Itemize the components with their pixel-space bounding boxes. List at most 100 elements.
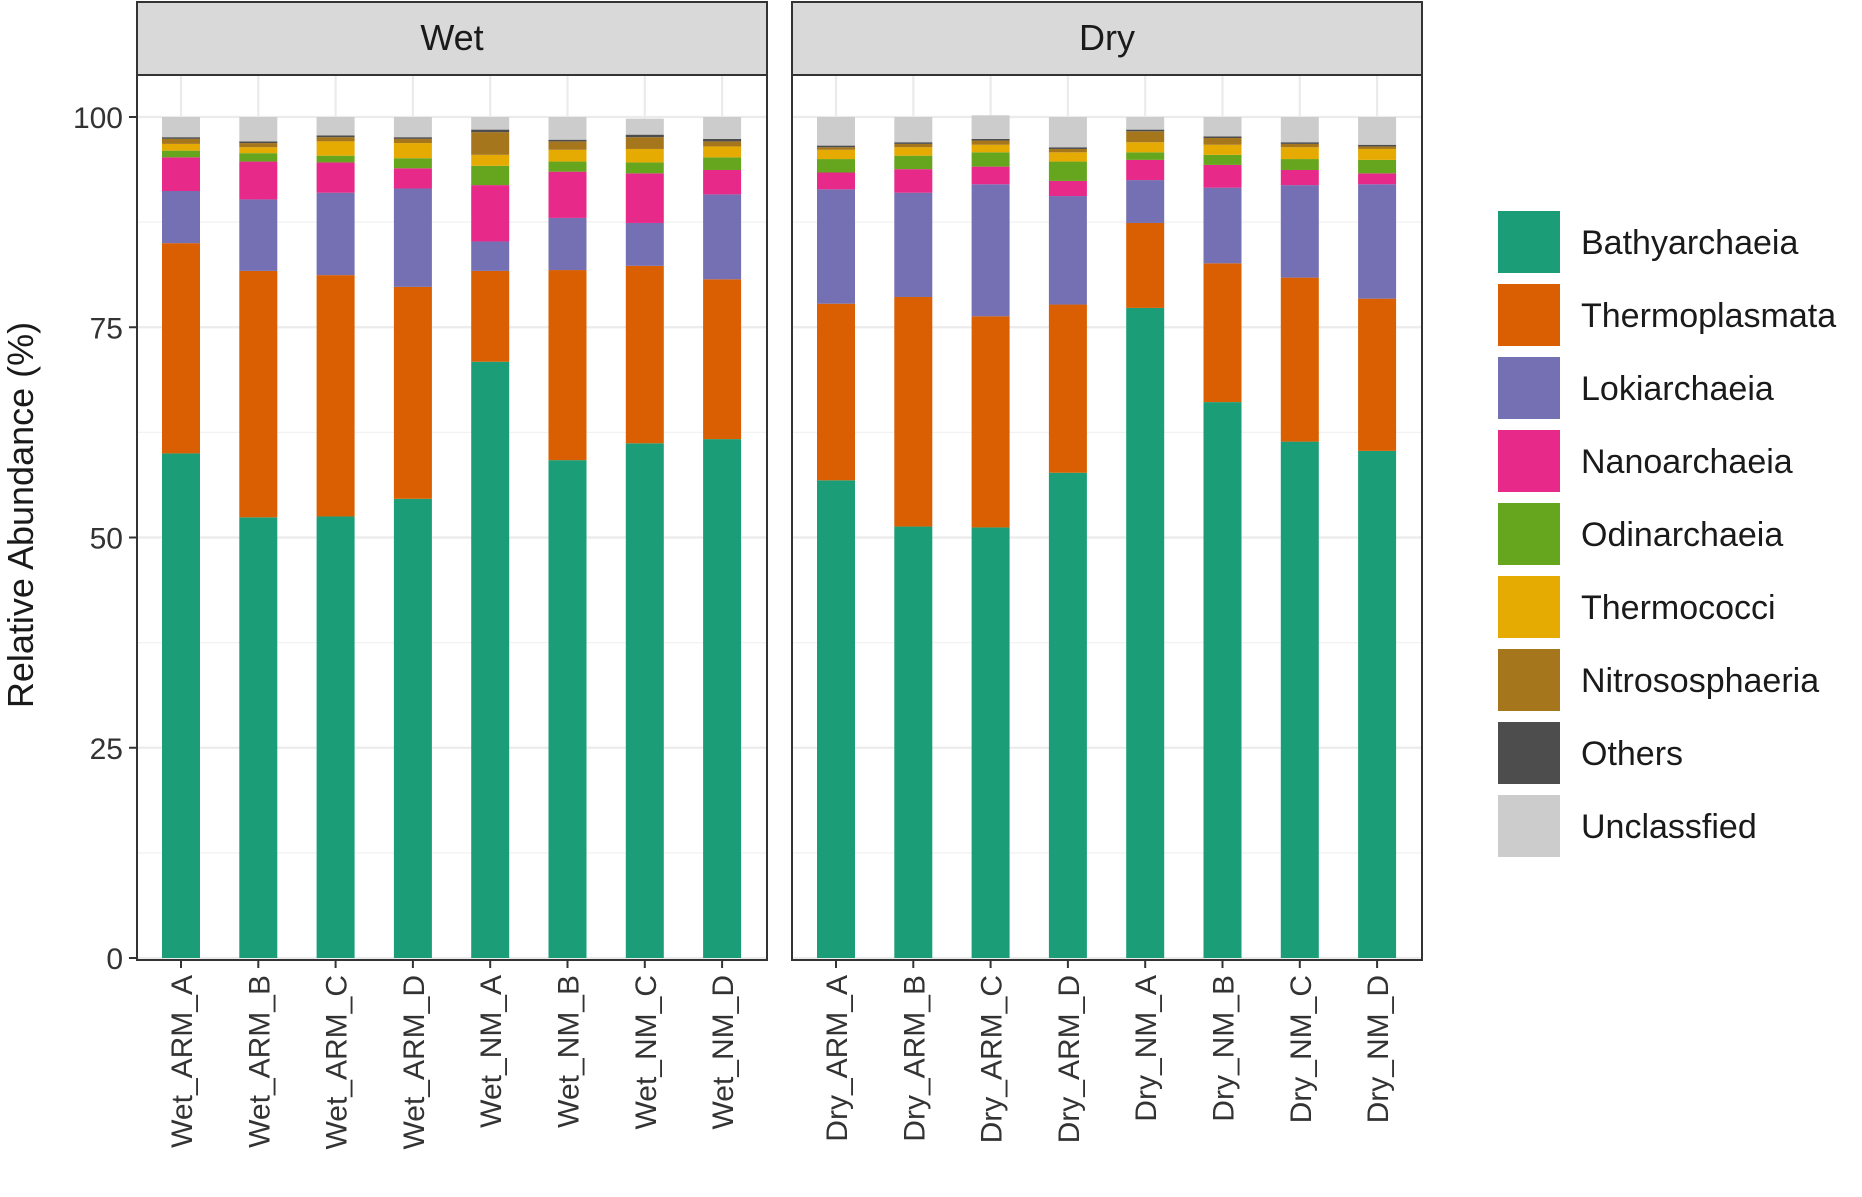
y-tick-label: 100 — [73, 102, 123, 135]
bar-segment-nitrososphaeria — [1358, 146, 1397, 149]
bar-segment-thermoplasmata — [703, 279, 742, 440]
bar-segment-thermoplasmata — [625, 265, 664, 444]
x-tick-label: Wet_NM_B — [553, 975, 586, 1128]
bar-segment-lokiarchaeia — [1048, 196, 1087, 305]
bar-segment-thermococci — [393, 143, 432, 159]
bar-segment-bathyarchaeia — [817, 480, 855, 958]
bar-stack-wet-nm-b — [548, 117, 587, 958]
x-tick-label: Dry_ARM_B — [898, 975, 931, 1142]
legend-label: Bathyarchaeia — [1581, 224, 1798, 262]
bar-segment-bathyarchaeia — [471, 361, 510, 959]
bar-segment-nitrososphaeria — [625, 137, 664, 149]
legend-swatch — [1496, 428, 1562, 494]
bar-segment-thermoplasmata — [393, 286, 432, 499]
bar-segment-unclassfied — [971, 115, 1010, 139]
bar-segment-others — [625, 134, 664, 138]
bar-segment-others — [1048, 147, 1087, 149]
bar-segment-lokiarchaeia — [239, 199, 278, 271]
legend-item-others: Others — [1496, 720, 1683, 786]
x-tick-label: Wet_NM_D — [707, 975, 740, 1129]
bar-segment-thermococci — [1126, 142, 1165, 153]
bar-segment-nanoarchaeia — [1358, 173, 1397, 185]
x-tick-label: Wet_ARM_A — [166, 975, 199, 1148]
bar-segment-nanoarchaeia — [316, 162, 355, 193]
panel-strip — [791, 1, 1423, 76]
bar-segment-lokiarchaeia — [1358, 184, 1397, 299]
bar-segment-odinarchaeia — [894, 155, 933, 170]
x-tick-label: Wet_ARM_C — [321, 975, 354, 1150]
bar-segment-nanoarchaeia — [548, 171, 587, 218]
x-tick-label: Dry_NM_D — [1362, 975, 1395, 1123]
bar-segment-others — [703, 138, 742, 142]
bar-segment-odinarchaeia — [1048, 161, 1087, 181]
x-tick-label: Wet_ARM_D — [398, 975, 431, 1150]
bar-segment-lokiarchaeia — [894, 192, 933, 297]
bar-segment-thermococci — [1048, 152, 1087, 162]
bar-segment-thermoplasmata — [471, 270, 510, 362]
legend-swatch — [1496, 720, 1562, 786]
legend-item-nitrososphaeria: Nitrososphaeria — [1496, 647, 1819, 713]
bar-segment-thermococci — [471, 154, 510, 166]
y-tick-label: 50 — [90, 523, 123, 556]
bar-stack-dry-arm-b — [894, 117, 933, 958]
panel-dry: Dry Dry_ARM_A Dry_ARM_B Dry_ARM_C Dry_ARM_D D… — [791, 1, 1423, 1143]
bar-segment-others — [894, 142, 933, 144]
bar-segment-nitrososphaeria — [548, 141, 587, 150]
x-tick-label: Dry_NM_B — [1208, 975, 1241, 1122]
bar-segment-odinarchaeia — [625, 162, 664, 174]
bar-segment-bathyarchaeia — [393, 498, 432, 958]
legend-item-nanoarchaeia: Nanoarchaeia — [1496, 428, 1793, 494]
bar-segment-others — [1358, 144, 1397, 147]
bar-segment-unclassfied — [703, 117, 742, 139]
bar-segment-bathyarchaeia — [894, 526, 933, 958]
legend-label: Others — [1581, 735, 1683, 773]
bar-segment-nitrososphaeria — [239, 143, 278, 148]
bar-segment-unclassfied — [817, 117, 855, 146]
bar-segment-lokiarchaeia — [471, 241, 510, 271]
legend-item-unclassfied: Unclassfied — [1496, 793, 1757, 859]
bar-segment-nanoarchaeia — [971, 166, 1010, 185]
bar-segment-bathyarchaeia — [625, 443, 664, 959]
bar-stack-wet-arm-d — [393, 117, 432, 958]
panel-strip-label: Wet — [420, 17, 483, 58]
y-axis-label: Relative Abundance (%) — [0, 322, 41, 708]
bar-stack-wet-arm-c — [316, 117, 355, 958]
legend-item-thermoplasmata: Thermoplasmata — [1496, 282, 1836, 348]
legend-swatch — [1496, 355, 1562, 421]
bar-segment-bathyarchaeia — [1358, 450, 1397, 958]
panel-strip — [136, 1, 768, 76]
bar-segment-thermococci — [894, 147, 933, 156]
legend-label: Odinarchaeia — [1581, 516, 1783, 554]
bar-segment-bathyarchaeia — [162, 453, 200, 958]
bar-segment-bathyarchaeia — [548, 460, 587, 958]
bar-segment-lokiarchaeia — [548, 217, 587, 271]
bar-segment-nanoarchaeia — [471, 185, 510, 242]
bar-segment-thermococci — [971, 144, 1010, 153]
legend-swatch — [1496, 574, 1562, 640]
bar-segment-odinarchaeia — [1280, 159, 1319, 170]
bar-segment-thermococci — [1358, 148, 1397, 160]
bar-segment-bathyarchaeia — [1280, 441, 1319, 959]
x-tick-label: Dry_ARM_C — [976, 975, 1009, 1143]
bar-segment-others — [548, 139, 587, 142]
chart-panels: Wet Wet_ARM_A Wet_ARM_B Wet_ARM_C Wet_ARM_D W… — [73, 1, 1423, 1150]
x-tick-label: Dry_NM_A — [1130, 975, 1163, 1122]
bar-segment-others — [393, 137, 432, 139]
bar-segment-bathyarchaeia — [239, 517, 278, 958]
panel-strip-label: Dry — [1079, 17, 1135, 58]
bar-segment-unclassfied — [894, 117, 933, 143]
bar-segment-thermococci — [239, 147, 278, 154]
bar-segment-unclassfied — [548, 117, 587, 140]
bar-segment-odinarchaeia — [1203, 154, 1242, 165]
bar-segment-odinarchaeia — [239, 153, 278, 162]
bar-stack-wet-arm-b — [239, 117, 278, 958]
legend-swatch — [1496, 647, 1562, 713]
legend-label: Unclassfied — [1581, 808, 1757, 846]
y-tick-label: 25 — [90, 733, 123, 766]
bar-segment-odinarchaeia — [1126, 152, 1165, 160]
bar-segment-nanoarchaeia — [625, 173, 664, 223]
bar-segment-thermoplasmata — [1126, 222, 1165, 308]
bar-segment-others — [471, 129, 510, 133]
plot-area — [792, 75, 1422, 960]
bar-stack-dry-nm-b — [1203, 117, 1242, 958]
